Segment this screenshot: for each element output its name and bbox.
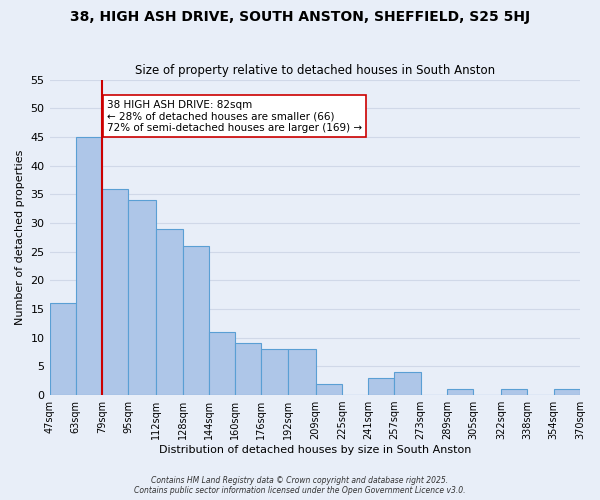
Bar: [76, 137, 102, 395]
Bar: [209, 332, 235, 395]
Bar: [316, 384, 342, 395]
Bar: [235, 344, 262, 395]
Text: Contains HM Land Registry data © Crown copyright and database right 2025.
Contai: Contains HM Land Registry data © Crown c…: [134, 476, 466, 495]
Text: 38 HIGH ASH DRIVE: 82sqm
← 28% of detached houses are smaller (66)
72% of semi-d: 38 HIGH ASH DRIVE: 82sqm ← 28% of detach…: [107, 100, 362, 133]
Bar: [394, 372, 421, 395]
X-axis label: Distribution of detached houses by size in South Anston: Distribution of detached houses by size …: [158, 445, 471, 455]
Bar: [50, 304, 76, 395]
Bar: [501, 390, 527, 395]
Bar: [156, 228, 182, 395]
Bar: [554, 390, 580, 395]
Text: 38, HIGH ASH DRIVE, SOUTH ANSTON, SHEFFIELD, S25 5HJ: 38, HIGH ASH DRIVE, SOUTH ANSTON, SHEFFI…: [70, 10, 530, 24]
Title: Size of property relative to detached houses in South Anston: Size of property relative to detached ho…: [135, 64, 495, 77]
Bar: [182, 246, 209, 395]
Bar: [447, 390, 473, 395]
Bar: [368, 378, 394, 395]
Bar: [262, 349, 287, 395]
Y-axis label: Number of detached properties: Number of detached properties: [15, 150, 25, 325]
Bar: [128, 200, 156, 395]
Bar: [102, 188, 128, 395]
Bar: [287, 349, 316, 395]
